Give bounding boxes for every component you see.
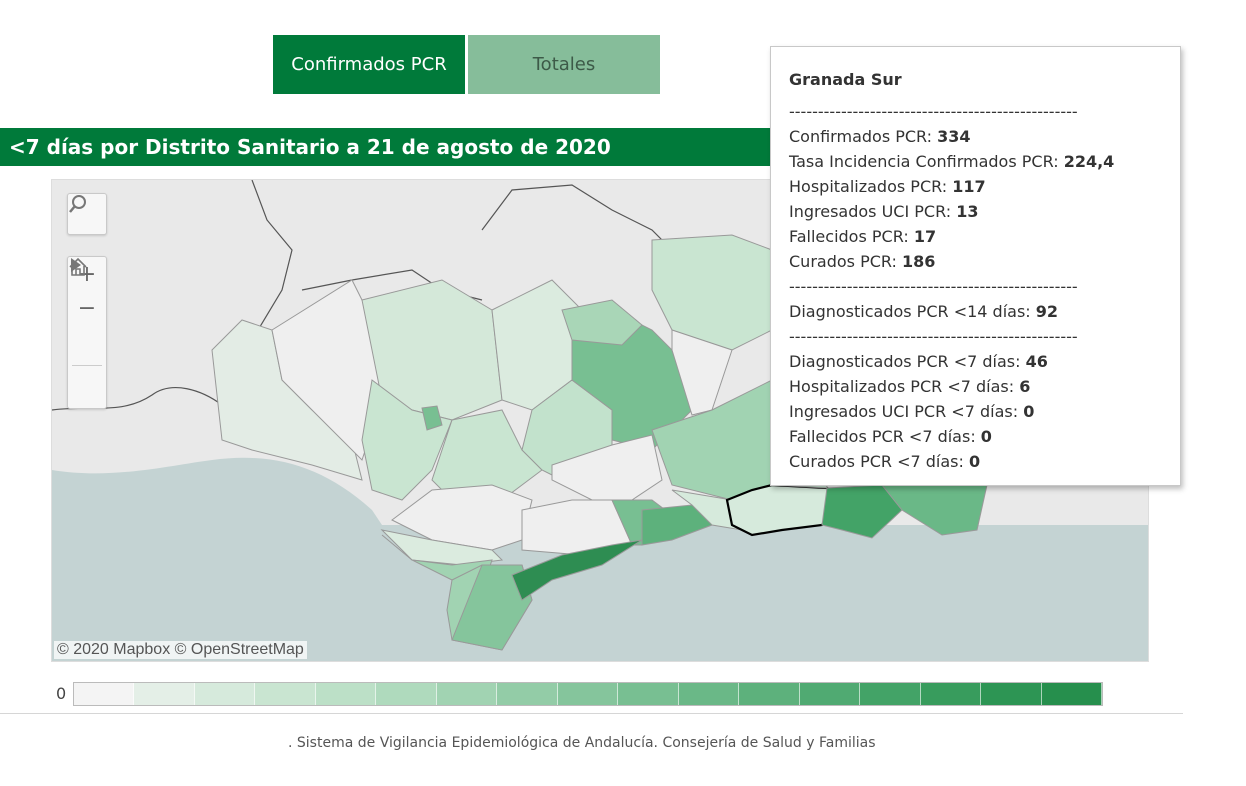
tooltip-row: Confirmados PCR: 334 [789, 124, 1162, 149]
district[interactable] [561, 299, 643, 346]
tooltip-title: Granada Sur [789, 70, 902, 89]
tooltip-label: Confirmados PCR: [789, 127, 938, 146]
legend-min-label: 0 [56, 684, 67, 703]
tooltip-value: 334 [937, 127, 971, 146]
tooltip-row: Hospitalizados PCR <7 días: 6 [789, 374, 1162, 399]
legend-swatch [194, 683, 256, 705]
tooltip-value: 13 [956, 202, 979, 221]
legend-swatch [799, 683, 861, 705]
district[interactable] [361, 379, 453, 501]
search-icon[interactable] [68, 194, 106, 234]
tooltip-label: Curados PCR <7 días: [789, 452, 969, 471]
tooltip-row: Curados PCR: 186 [789, 249, 1162, 274]
play-icon[interactable] [68, 258, 106, 406]
tooltip-separator: ----------------------------------------… [789, 327, 1078, 346]
tooltip-label: Diagnosticados PCR <14 días: [789, 302, 1036, 321]
legend-swatch [315, 683, 377, 705]
tooltip-value: 0 [1023, 402, 1035, 421]
zoom-out-icon[interactable]: − [77, 295, 97, 321]
tooltip-label: Tasa Incidencia Confirmados PCR: [789, 152, 1064, 171]
district[interactable] [641, 504, 713, 546]
legend-swatch [678, 683, 740, 705]
district[interactable] [391, 484, 533, 551]
tooltip-row: Hospitalizados PCR: 117 [789, 174, 1162, 199]
district[interactable] [671, 329, 733, 416]
tooltip-value: 117 [952, 177, 986, 196]
tooltip-row: Tasa Incidencia Confirmados PCR: 224,4 [789, 149, 1162, 174]
tooltip-value: 92 [1035, 302, 1059, 321]
district[interactable] [421, 405, 443, 431]
color-legend: 0 [56, 682, 1116, 708]
tooltip-value: 17 [913, 227, 937, 246]
tooltip-value: 0 [968, 452, 981, 471]
district[interactable] [511, 539, 643, 601]
tooltip-label: Curados PCR: [789, 252, 902, 271]
tooltip-row: Diagnosticados PCR <14 días: 92 [789, 299, 1162, 324]
tooltip-label: Fallecidos PCR <7 días: [789, 427, 981, 446]
tooltip-label: Ingresados UCI PCR: [789, 202, 957, 221]
zoom-in-icon[interactable]: + [77, 261, 97, 287]
tab-totales[interactable]: Totales [468, 35, 660, 94]
tooltip-row: Curados PCR <7 días: 0 [789, 449, 1162, 474]
legend-swatch [860, 683, 921, 705]
district[interactable] [451, 564, 533, 651]
tooltip-value: 46 [1025, 352, 1048, 371]
tooltip-row: Diagnosticados PCR <7 días: 46 [789, 349, 1162, 374]
tooltip-label: Diagnosticados PCR <7 días: [789, 352, 1026, 371]
legend-swatch [497, 683, 558, 705]
tooltip-value: 224,4 [1063, 152, 1115, 171]
legend-swatch [557, 683, 619, 705]
choropleth-map[interactable]: + − © 2020 Mapbox © OpenStreetMap [51, 179, 1149, 662]
district-tooltip: Granada Sur ----------------------------… [770, 46, 1181, 486]
tooltip-value: 0 [980, 427, 992, 446]
legend-swatch [618, 683, 679, 705]
legend-swatch [739, 683, 800, 705]
home-icon[interactable] [68, 257, 106, 359]
search-control[interactable] [67, 193, 107, 235]
tooltip-separator: ----------------------------------------… [789, 277, 1078, 296]
tooltip-row: Fallecidos PCR <7 días: 0 [789, 424, 1162, 449]
legend-swatch [920, 683, 982, 705]
legend-swatch [981, 683, 1042, 705]
zoom-controls: + − [67, 256, 107, 409]
legend-swatch [1041, 683, 1102, 705]
tooltip-row: Fallecidos PCR: 17 [789, 224, 1162, 249]
legend-swatch [436, 683, 498, 705]
tab-confirmados-pcr[interactable]: Confirmados PCR [273, 35, 465, 94]
map-canvas[interactable] [52, 180, 1149, 662]
footer-divider [0, 713, 1183, 714]
tooltip-row: Ingresados UCI PCR <7 días: 0 [789, 399, 1162, 424]
legend-swatch [255, 683, 316, 705]
legend-swatch [74, 683, 135, 705]
footer-source: . Sistema de Vigilancia Epidemiológica d… [288, 735, 876, 751]
tooltip-label: Ingresados UCI PCR <7 días: [789, 402, 1024, 421]
legend-gradient [73, 682, 1103, 706]
tooltip-row: Ingresados UCI PCR: 13 [789, 199, 1162, 224]
district[interactable] [431, 409, 543, 501]
tooltip-value: 6 [1019, 377, 1031, 396]
district[interactable] [551, 434, 663, 501]
tooltip-label: Hospitalizados PCR <7 días: [789, 377, 1020, 396]
legend-swatch [134, 683, 195, 705]
legend-swatch [376, 683, 437, 705]
map-attribution[interactable]: © 2020 Mapbox © OpenStreetMap [54, 641, 307, 659]
district[interactable] [651, 234, 773, 351]
tooltip-value: 186 [901, 252, 936, 271]
map-title: <7 días por Distrito Sanitario a 21 de a… [0, 128, 800, 166]
tooltip-label: Hospitalizados PCR: [789, 177, 953, 196]
tooltip-separator: ----------------------------------------… [789, 102, 1078, 121]
tooltip-label: Fallecidos PCR: [789, 227, 914, 246]
